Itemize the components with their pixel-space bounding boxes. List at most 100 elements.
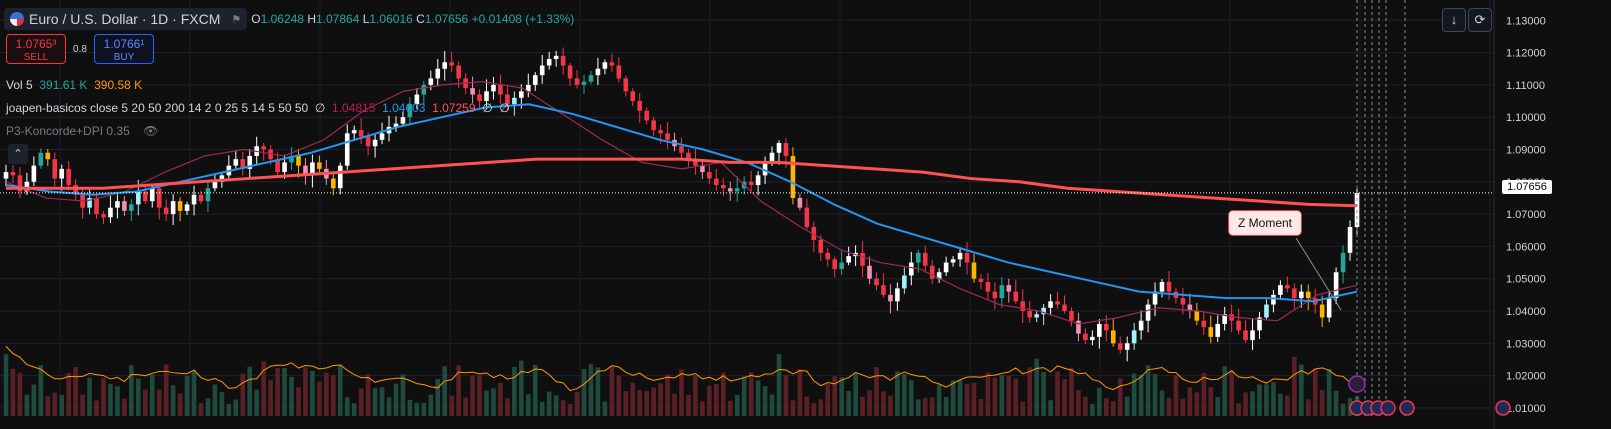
volume-bar bbox=[971, 382, 977, 416]
volume-bar bbox=[888, 395, 893, 416]
volume-bar bbox=[616, 375, 622, 416]
volume-bar bbox=[665, 374, 670, 416]
y-tick-label: 1.01000 bbox=[1506, 403, 1546, 415]
candle-body bbox=[1145, 304, 1151, 321]
volume-bar bbox=[240, 373, 246, 416]
volume-bar bbox=[1222, 366, 1227, 416]
candle-body bbox=[1069, 311, 1074, 321]
candle-body bbox=[10, 172, 16, 176]
sell-button[interactable]: 1.0765³ SELL bbox=[6, 34, 66, 64]
volume-bar bbox=[1208, 387, 1214, 416]
volume-bar bbox=[651, 387, 656, 416]
volume-bar bbox=[1312, 368, 1318, 416]
collapse-legend-icon[interactable]: ⌃ bbox=[8, 144, 28, 164]
candle-body bbox=[1271, 294, 1276, 305]
z-moment-annotation[interactable]: Z Moment bbox=[1228, 210, 1303, 236]
y-tick-label: 1.10000 bbox=[1506, 112, 1546, 124]
last-price-tag: 1.07656 bbox=[1502, 180, 1552, 194]
candle-body bbox=[379, 133, 385, 140]
volume-bar bbox=[720, 372, 726, 416]
symbol-chip[interactable]: Euro / U.S. Dollar · 1D · FXCM ⚑ bbox=[4, 8, 248, 30]
volume-bar bbox=[177, 393, 183, 416]
volume-bar bbox=[1152, 373, 1158, 416]
volume-bar bbox=[637, 389, 643, 416]
volume-bar bbox=[31, 384, 37, 416]
volume-bar bbox=[1069, 367, 1074, 416]
candle-body bbox=[895, 288, 900, 302]
candle-body bbox=[1243, 330, 1248, 341]
volume-bar bbox=[337, 364, 343, 416]
candle-body bbox=[1020, 301, 1026, 312]
volume-bar bbox=[909, 380, 914, 416]
candle-body bbox=[136, 191, 141, 205]
volume-bar bbox=[386, 397, 392, 416]
volume-bar bbox=[1173, 375, 1179, 416]
volume-bar bbox=[936, 384, 942, 416]
candle-body bbox=[553, 55, 559, 60]
volume-bar bbox=[10, 368, 16, 416]
candle-body bbox=[1187, 304, 1193, 312]
volume-bar bbox=[136, 378, 141, 416]
volume-bar bbox=[122, 398, 127, 416]
low-value: 1.06016 bbox=[369, 12, 413, 26]
candle-body bbox=[797, 197, 803, 208]
joapen-indicator-legend[interactable]: joapen-basicos close 5 20 50 200 14 2 0 … bbox=[6, 101, 510, 115]
volume-legend[interactable]: Vol 5 391.61 K 390.58 K bbox=[6, 78, 143, 92]
buy-button[interactable]: 1.0766¹ BUY bbox=[94, 34, 154, 64]
volume-bar bbox=[1201, 372, 1207, 416]
volume-bar bbox=[1090, 403, 1095, 416]
volume-bar bbox=[324, 372, 329, 416]
y-tick-label: 1.06000 bbox=[1506, 241, 1546, 253]
volume-bar bbox=[282, 368, 287, 416]
volume-bar bbox=[999, 375, 1005, 416]
candle-body bbox=[365, 136, 371, 147]
candle-body bbox=[755, 175, 761, 186]
volume-bar bbox=[602, 401, 608, 416]
volume-bar bbox=[1124, 396, 1130, 416]
volume-value-b: 390.58 K bbox=[94, 78, 143, 92]
candle-body bbox=[351, 130, 357, 134]
volume-bar bbox=[1257, 384, 1262, 416]
koncorde-legend[interactable]: P3-Koncorde+DPI 0.35 👁 bbox=[6, 124, 159, 138]
volume-bar bbox=[115, 386, 120, 416]
volume-bar bbox=[435, 378, 441, 416]
candle-body bbox=[421, 84, 427, 95]
volume-bar bbox=[867, 390, 872, 416]
candle-body bbox=[734, 188, 740, 192]
candle-body bbox=[17, 175, 23, 192]
candle-body bbox=[1208, 327, 1214, 337]
candle-body bbox=[686, 152, 691, 160]
candle-body bbox=[1180, 298, 1186, 305]
volume-bar bbox=[783, 375, 789, 416]
volume-bar bbox=[895, 371, 900, 416]
volume-bar bbox=[289, 376, 294, 416]
candle-body bbox=[539, 65, 545, 76]
volume-bar bbox=[80, 394, 85, 416]
bookmark-flag-icon[interactable]: ⚑ bbox=[231, 13, 242, 26]
y-tick-label: 1.05000 bbox=[1506, 274, 1546, 286]
candle-body bbox=[1041, 307, 1046, 315]
candle-body bbox=[498, 84, 503, 95]
volume-bar bbox=[1020, 401, 1026, 416]
candle-body bbox=[909, 262, 914, 276]
hidden-eye-icon[interactable]: 👁 bbox=[143, 124, 159, 138]
candle-body bbox=[261, 146, 266, 150]
candle-body bbox=[470, 88, 475, 95]
volume-bar bbox=[902, 373, 907, 416]
candle-body bbox=[1090, 336, 1095, 341]
y-tick-label: 1.07000 bbox=[1506, 209, 1546, 221]
scroll-down-icon[interactable]: ↓ bbox=[1442, 8, 1466, 32]
candle-body bbox=[804, 207, 810, 228]
volume-bar bbox=[1145, 365, 1151, 416]
candle-body bbox=[1152, 291, 1158, 305]
volume-bar bbox=[1333, 390, 1339, 416]
volume-bar bbox=[233, 399, 239, 416]
symbol-title: Euro / U.S. Dollar · 1D · FXCM bbox=[29, 11, 221, 27]
volume-bar bbox=[978, 399, 984, 416]
candle-body bbox=[1159, 281, 1165, 292]
candle-body bbox=[1250, 330, 1255, 341]
volume-bar bbox=[741, 376, 747, 416]
reset-chart-icon[interactable]: ⟳ bbox=[1468, 8, 1492, 32]
volume-bar bbox=[839, 377, 844, 416]
